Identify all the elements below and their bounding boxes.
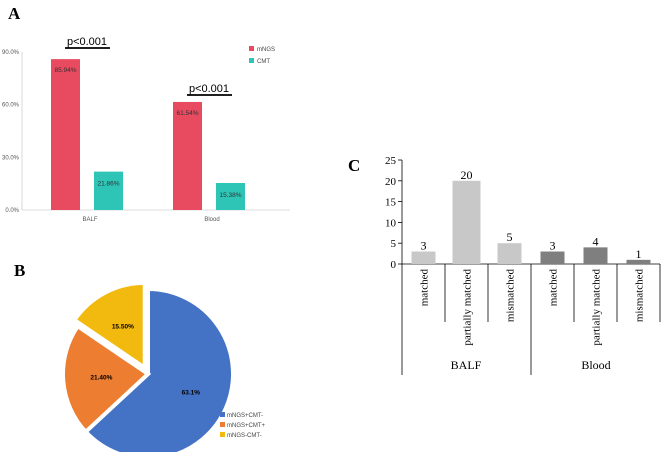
data-label: 3 (550, 239, 556, 253)
x-tick-label: Blood (204, 217, 219, 223)
data-label: 3 (421, 239, 427, 253)
panel-letter-a: A (8, 4, 21, 23)
pie-slice-mNGS-CMT- (71, 280, 147, 372)
bar-CMT-Blood (216, 182, 245, 210)
y-tick-label: 90.0% (2, 50, 20, 56)
x-tick-label: BALF (82, 217, 97, 223)
x-category-label: mismatched (505, 269, 517, 323)
bar-partially-matched (583, 247, 608, 264)
y-tick-label: 60.0% (2, 103, 20, 109)
legend-swatch-mNGS+CMT+ (220, 422, 225, 427)
bar-mismatched (626, 259, 651, 264)
legend-label: mNGS+CMT- (227, 413, 263, 419)
legend-swatch-mNGS-CMT- (220, 432, 225, 437)
x-category-label: partially matched (462, 269, 474, 346)
legend-label: mNGS (257, 47, 275, 53)
x-category-label: matched (419, 269, 431, 307)
p-value-annotation: p<0.001 (67, 36, 107, 48)
legend-label: CMT (257, 59, 270, 65)
data-label: 85.94% (54, 67, 76, 74)
data-label: 61.54% (176, 110, 198, 117)
legend-swatch-CMT (249, 58, 254, 63)
y-tick-label: 0.0% (5, 208, 19, 214)
bar-mNGS-Blood (173, 101, 202, 210)
chart-c: 0 5 10 15 20 25 3 matched 20 partially matched 5 mi… (385, 155, 661, 375)
bar-matched (540, 251, 565, 264)
bar-mismatched (497, 243, 522, 264)
legend-swatch-mNGS+CMT- (220, 412, 225, 417)
pie-label: 63.1% (182, 390, 201, 397)
panel-letter-b: B (14, 261, 25, 280)
y-tick-label: 25 (385, 155, 397, 167)
y-tick-label: 20 (385, 176, 397, 188)
x-category-label: partially matched (591, 269, 603, 346)
pie-label: 15.50% (112, 323, 134, 330)
group-label: Blood (581, 358, 610, 372)
legend-label: mNGS-CMT- (227, 433, 262, 439)
chart-a: 0.0% 30.0% 60.0% 90.0% BALF 85.94% 21.86% p<0.0… (2, 36, 290, 223)
data-label: 4 (593, 234, 599, 248)
legend-swatch-mNGS (249, 46, 254, 51)
p-value-annotation: p<0.001 (189, 83, 229, 95)
x-category-label: mismatched (634, 269, 646, 323)
bar-matched (411, 251, 436, 264)
legend-label: mNGS+CMT+ (227, 423, 266, 429)
pie-slice-mNGS+CMT- (82, 286, 235, 452)
data-label: 15.38% (219, 192, 241, 199)
x-category-label: matched (548, 269, 560, 307)
bar-partially-matched (452, 180, 481, 264)
data-label: 20 (461, 168, 473, 182)
chart-b: 63.1% 21.40% 15.50% mNGS+CMT-mNGS+CMT+ mNGS-… (61, 280, 266, 452)
data-label: 1 (636, 247, 642, 261)
data-label: 21.86% (97, 181, 119, 188)
bar-CMT-BALF (94, 171, 123, 210)
data-label: 5 (507, 230, 513, 244)
bar-mNGS-BALF (51, 59, 80, 210)
pie-label: 21.40% (90, 375, 112, 382)
y-tick-label: 10 (385, 217, 397, 229)
y-tick-label: 30.0% (2, 155, 20, 161)
y-tick-label: 0 (391, 259, 397, 271)
group-label: BALF (451, 358, 482, 372)
y-tick-label: 15 (385, 197, 397, 209)
pie-slice-mNGS+CMT+ (61, 323, 152, 435)
y-tick-label: 5 (391, 238, 397, 250)
panel-letter-c: C (348, 156, 360, 175)
